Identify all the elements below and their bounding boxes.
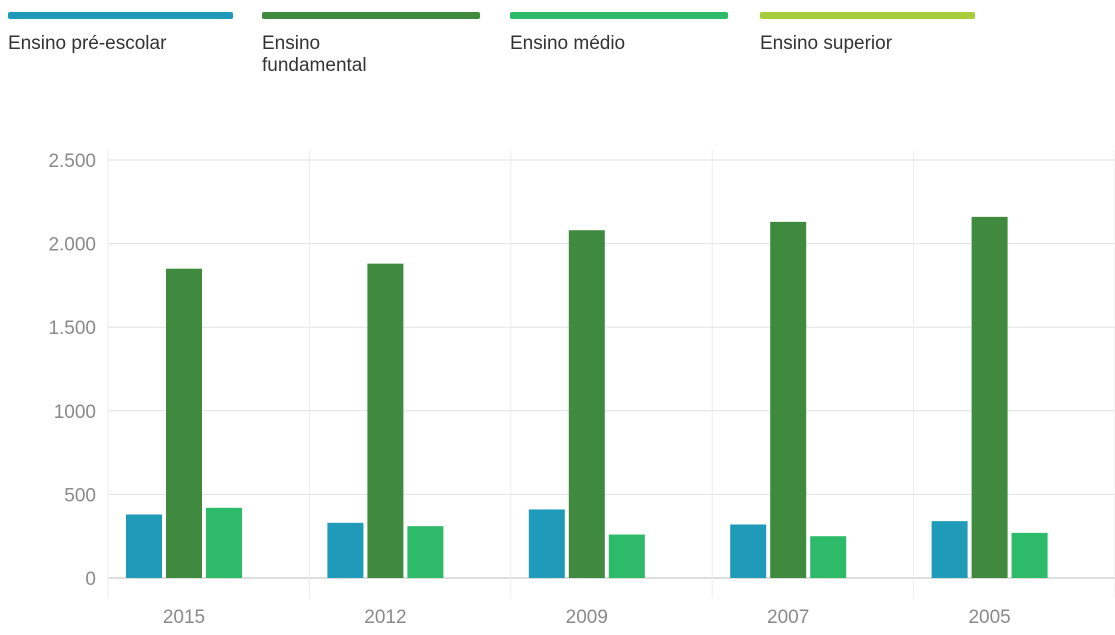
bar-1-2012: [327, 522, 364, 578]
bar-2-2005: [971, 216, 1008, 578]
chart-legend: Ensino pré-escolar Ensino fundamental En…: [0, 0, 1115, 110]
bar-3-2015: [206, 507, 242, 578]
x-tick-label: 2005: [968, 607, 1010, 628]
x-tick-label: 2007: [767, 607, 809, 628]
bar-1-2007: [730, 524, 767, 578]
bar-1-2009: [528, 509, 565, 578]
legend-label-superior: Ensino superior: [760, 33, 893, 54]
bar-2-2012: [367, 263, 404, 578]
x-tick-label: 2015: [163, 607, 205, 628]
legend-item-pre-escolar: Ensino pré-escolar: [8, 12, 233, 55]
bar-3-2005: [1011, 532, 1048, 578]
bar-2-2015: [166, 268, 202, 578]
bar-2-2007: [770, 221, 807, 578]
legend-item-superior: Ensino superior: [760, 12, 975, 55]
bar-3-2012: [407, 526, 444, 578]
legend-item-medio: Ensino médio: [510, 12, 728, 55]
y-tick-label: 1.500: [48, 318, 96, 339]
y-tick-label: 1000: [54, 402, 96, 423]
bar-3-2009: [608, 534, 645, 578]
y-tick-label: 2.500: [48, 151, 96, 172]
bar-1-2005: [931, 521, 968, 578]
legend-item-fundamental: Ensino fundamental: [262, 12, 480, 77]
legend-swatch-medio: [510, 12, 728, 19]
x-tick-label: 2009: [566, 607, 608, 628]
bar-2-2009: [568, 230, 605, 578]
y-tick-label: 0: [85, 569, 96, 590]
legend-swatch-pre-escolar: [8, 12, 233, 19]
legend-swatch-superior: [760, 12, 975, 19]
bar-3-2007: [810, 536, 847, 578]
bar-1-2015: [126, 514, 162, 578]
legend-swatch-fundamental: [262, 12, 480, 19]
y-tick-label: 2.000: [48, 235, 96, 256]
x-tick-label: 2012: [364, 607, 406, 628]
legend-label-fundamental: Ensino fundamental: [262, 33, 367, 76]
legend-label-pre-escolar: Ensino pré-escolar: [8, 33, 167, 54]
legend-label-medio: Ensino médio: [510, 33, 626, 54]
y-tick-label: 500: [64, 485, 96, 506]
